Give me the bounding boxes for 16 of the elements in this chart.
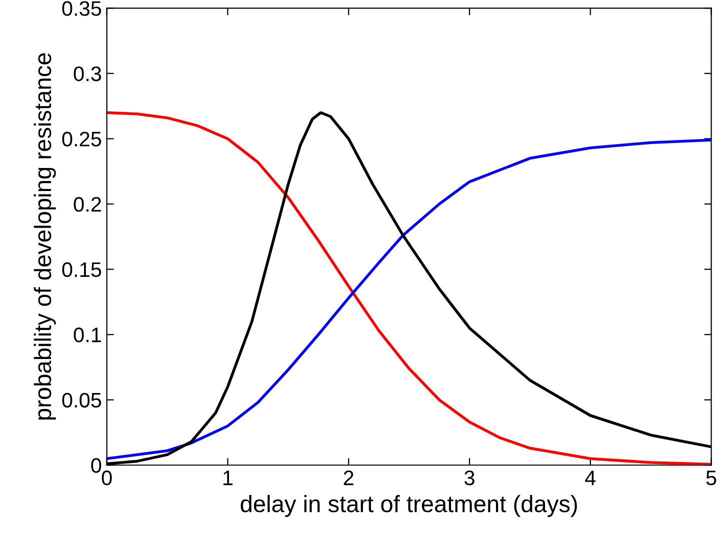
y-tick-label: 0.1 (74, 328, 101, 342)
x-tick-label: 2 (344, 470, 354, 486)
y-tick-label: 0.3 (74, 66, 102, 82)
y-tick-label: 0.15 (62, 262, 102, 278)
x-tick-label: 3 (464, 470, 474, 486)
y-tick-label: 0 (91, 458, 102, 473)
y-tick-label: 0.35 (62, 1, 102, 16)
x-tick-label: 1 (224, 470, 232, 486)
y-tick-label: 0.2 (74, 197, 101, 212)
y-tick-label: 0.05 (62, 392, 102, 408)
y-tick-label: 0.25 (62, 132, 102, 146)
x-tick-label: 0 (102, 470, 112, 486)
x-tick-label: 4 (585, 470, 596, 486)
x-tick-label: 5 (706, 470, 716, 486)
y-axis-title: probability of developing resistance (34, 53, 56, 420)
x-axis-title: delay in start of treatment (days) (240, 494, 577, 517)
